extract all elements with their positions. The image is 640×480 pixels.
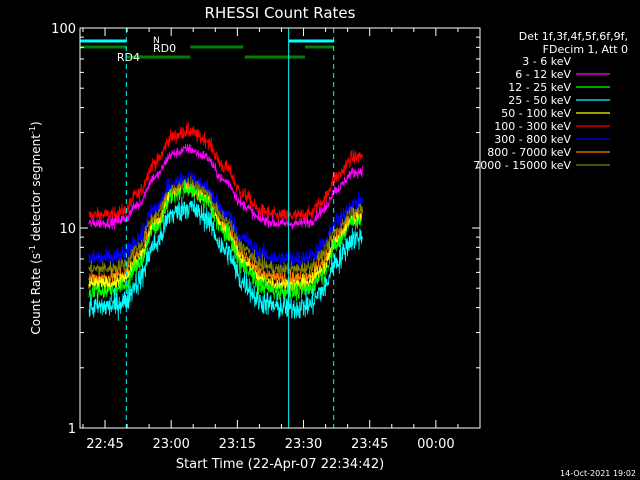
x-tick-label: 23:15 [219, 437, 256, 452]
chart-title: RHESSI Count Rates [205, 4, 356, 22]
x-axis: 22:45 23:00 23:15 23:30 23:45 00:00 [82, 28, 481, 452]
series-line [88, 121, 363, 225]
series-line [88, 175, 363, 277]
x-tick-label: 00:00 [417, 437, 454, 452]
series-line [88, 180, 363, 303]
legend-header: Det 1f,3f,4f,5f,6f,9f, [519, 30, 628, 43]
y-axis: 1 10 100 [51, 22, 480, 437]
legend-label: 25 - 50 keV [508, 94, 571, 107]
legend-label: 50 - 100 keV [501, 107, 571, 120]
series-layer [88, 121, 363, 326]
x-axis-label: Start Time (22-Apr-07 22:34:42) [176, 457, 384, 472]
vertical-markers [125, 28, 335, 428]
legend-label: 7000 - 15000 keV [473, 159, 571, 172]
status-label-n: N [153, 36, 160, 46]
legend-header: FDecim 1, Att 0 [543, 43, 628, 56]
x-tick-label: 23:45 [351, 437, 388, 452]
series-line [88, 143, 363, 230]
y-axis-label-sup: -1 [28, 126, 37, 134]
footer-timestamp: 14-Oct-2021 19:02 [560, 469, 636, 478]
legend-label: 6 - 12 keV [515, 68, 571, 81]
y-tick-label: 10 [59, 222, 76, 237]
legend: Det 1f,3f,4f,5f,6f,9f,FDecim 1, Att 03 -… [473, 30, 628, 172]
y-axis-label-part: detector segment [29, 134, 43, 245]
legend-label: 300 - 800 keV [494, 133, 571, 146]
y-tick-label: 1 [68, 422, 76, 437]
legend-label: 800 - 7000 keV [487, 146, 571, 159]
y-axis-label-part: Count Rate (s [29, 253, 43, 335]
y-axis-label-part: ) [29, 121, 43, 126]
status-label-rd0: RD0 [153, 42, 176, 55]
status-label-rd4: RD4 [117, 51, 140, 64]
y-axis-label: Count Rate (s-1 detector segment-1) [28, 121, 43, 334]
series-line [88, 196, 363, 321]
y-tick-label: 100 [51, 22, 76, 37]
x-tick-label: 23:00 [152, 437, 189, 452]
legend-label: 12 - 25 keV [508, 81, 571, 94]
legend-label: 100 - 300 keV [494, 120, 571, 133]
series-line [88, 171, 363, 269]
y-axis-label-sup: -1 [28, 245, 37, 253]
legend-label: 3 - 6 keV [522, 55, 571, 68]
x-tick-label: 23:30 [285, 437, 322, 452]
x-tick-label: 22:45 [86, 437, 123, 452]
